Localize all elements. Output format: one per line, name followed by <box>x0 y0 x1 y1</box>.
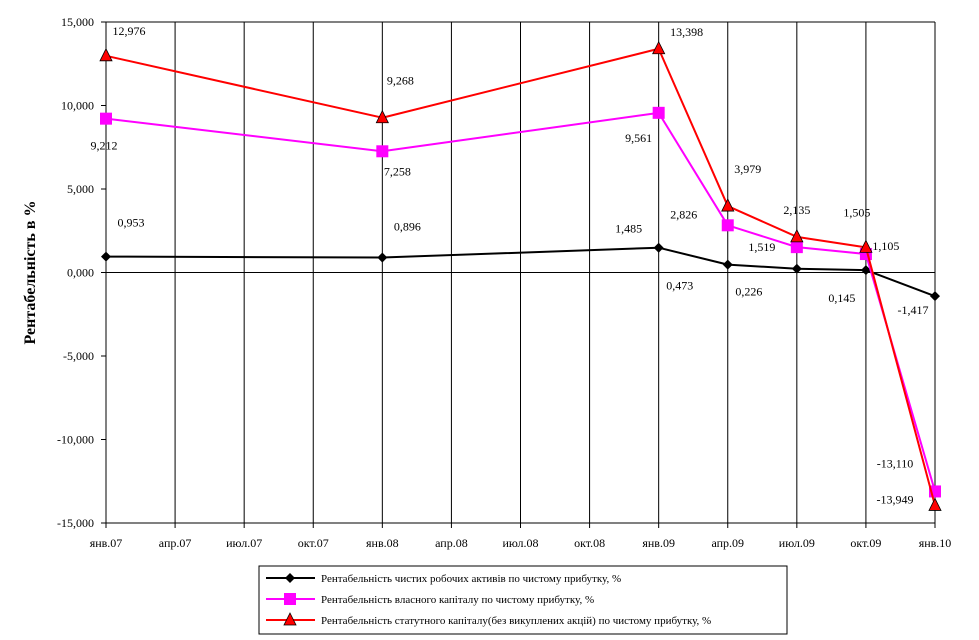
square-marker <box>721 219 734 232</box>
y-tick-labels: 15,000 10,000 5,000 0,000 -5,000 -10,000 -15,0… <box>57 15 94 530</box>
data-label: -13,110 <box>877 456 914 470</box>
x-tick-label: июл.09 <box>779 536 815 550</box>
triangle-marker <box>790 228 804 243</box>
legend-label-3: Рентабельність статутного капіталу(без в… <box>321 615 711 627</box>
x-tick-label: окт.08 <box>574 536 605 550</box>
data-label: 2,826 <box>670 207 697 221</box>
diamond-marker <box>101 251 111 262</box>
series-group <box>99 40 942 511</box>
data-label: 1,485 <box>615 222 642 236</box>
data-label: 0,473 <box>666 279 693 293</box>
data-label: 1,505 <box>843 205 870 219</box>
x-tick-label: окт.09 <box>850 536 881 550</box>
data-label: 9,268 <box>387 74 414 88</box>
x-tick-label: янв.07 <box>90 536 123 550</box>
y-tick-label: 0,000 <box>67 266 94 280</box>
x-tick-label: окт.07 <box>298 536 329 550</box>
x-tick-label: апр.07 <box>159 536 192 550</box>
data-label: 0,953 <box>118 216 145 230</box>
data-label: -13,949 <box>877 492 914 506</box>
y-axis-label: Рентабельність в % <box>22 201 39 345</box>
data-label: 12,976 <box>113 24 146 38</box>
square-marker <box>376 145 389 158</box>
triangle-marker <box>859 239 873 253</box>
diamond-marker <box>653 242 664 253</box>
diamond-marker <box>791 263 802 274</box>
axes <box>101 21 936 528</box>
diamond-marker <box>377 252 388 263</box>
y-tick-label: -5,000 <box>63 349 94 363</box>
square-marker <box>100 112 112 125</box>
triangle-marker <box>283 612 297 626</box>
data-label: 9,561 <box>625 131 652 145</box>
data-label: 0,145 <box>828 291 855 305</box>
x-tick-label: июл.08 <box>502 536 538 550</box>
data-label: 13,398 <box>670 25 703 39</box>
x-tick-label: апр.09 <box>711 536 744 550</box>
y-tick-label: 10,000 <box>61 99 94 113</box>
diamond-marker <box>860 265 871 276</box>
diamond-marker <box>285 573 295 583</box>
data-label: 3,979 <box>734 162 761 176</box>
triangle-marker <box>375 109 389 124</box>
square-marker <box>284 593 296 605</box>
triangle-marker <box>652 40 666 55</box>
y-tick-label: -10,000 <box>57 433 94 447</box>
y-tick-label: 5,000 <box>67 182 94 196</box>
diamond-marker <box>722 259 733 270</box>
x-tick-label: янв.10 <box>919 536 952 550</box>
data-label: 1,519 <box>748 240 775 254</box>
triangle-marker <box>721 198 735 212</box>
x-tick-labels: янв.07 апр.07 июл.07 окт.07 янв.08 апр.08 июл.… <box>90 536 952 550</box>
data-label: 7,258 <box>384 164 411 178</box>
y-tick-label: 15,000 <box>61 15 94 29</box>
legend: Рентабельність чистих робочих активів по… <box>258 565 788 635</box>
y-tick-label: -15,000 <box>57 516 94 530</box>
data-label: 0,896 <box>394 220 421 234</box>
data-labels: 0,953 0,896 1,485 0,473 0,226 0,145 -1,417 9,21… <box>91 24 929 507</box>
legend-label-1: Рентабельність чистих робочих активів по… <box>321 573 621 585</box>
diamond-marker <box>930 291 940 302</box>
data-label: 2,135 <box>783 203 810 217</box>
data-label: 9,212 <box>91 139 118 153</box>
x-tick-label: апр.08 <box>435 536 468 550</box>
data-label: 1,105 <box>872 239 899 253</box>
legend-box <box>258 565 788 635</box>
data-label: -1,417 <box>898 303 929 317</box>
legend-label-2: Рентабельність власного капіталу по чист… <box>321 594 594 606</box>
triangle-marker <box>928 497 942 511</box>
x-tick-label: янв.08 <box>366 536 399 550</box>
square-marker <box>790 241 803 254</box>
x-tick-label: янв.09 <box>642 536 675 550</box>
x-tick-label: июл.07 <box>226 536 262 550</box>
triangle-marker <box>99 47 113 62</box>
data-label: 0,226 <box>735 285 762 299</box>
square-marker <box>652 106 665 119</box>
